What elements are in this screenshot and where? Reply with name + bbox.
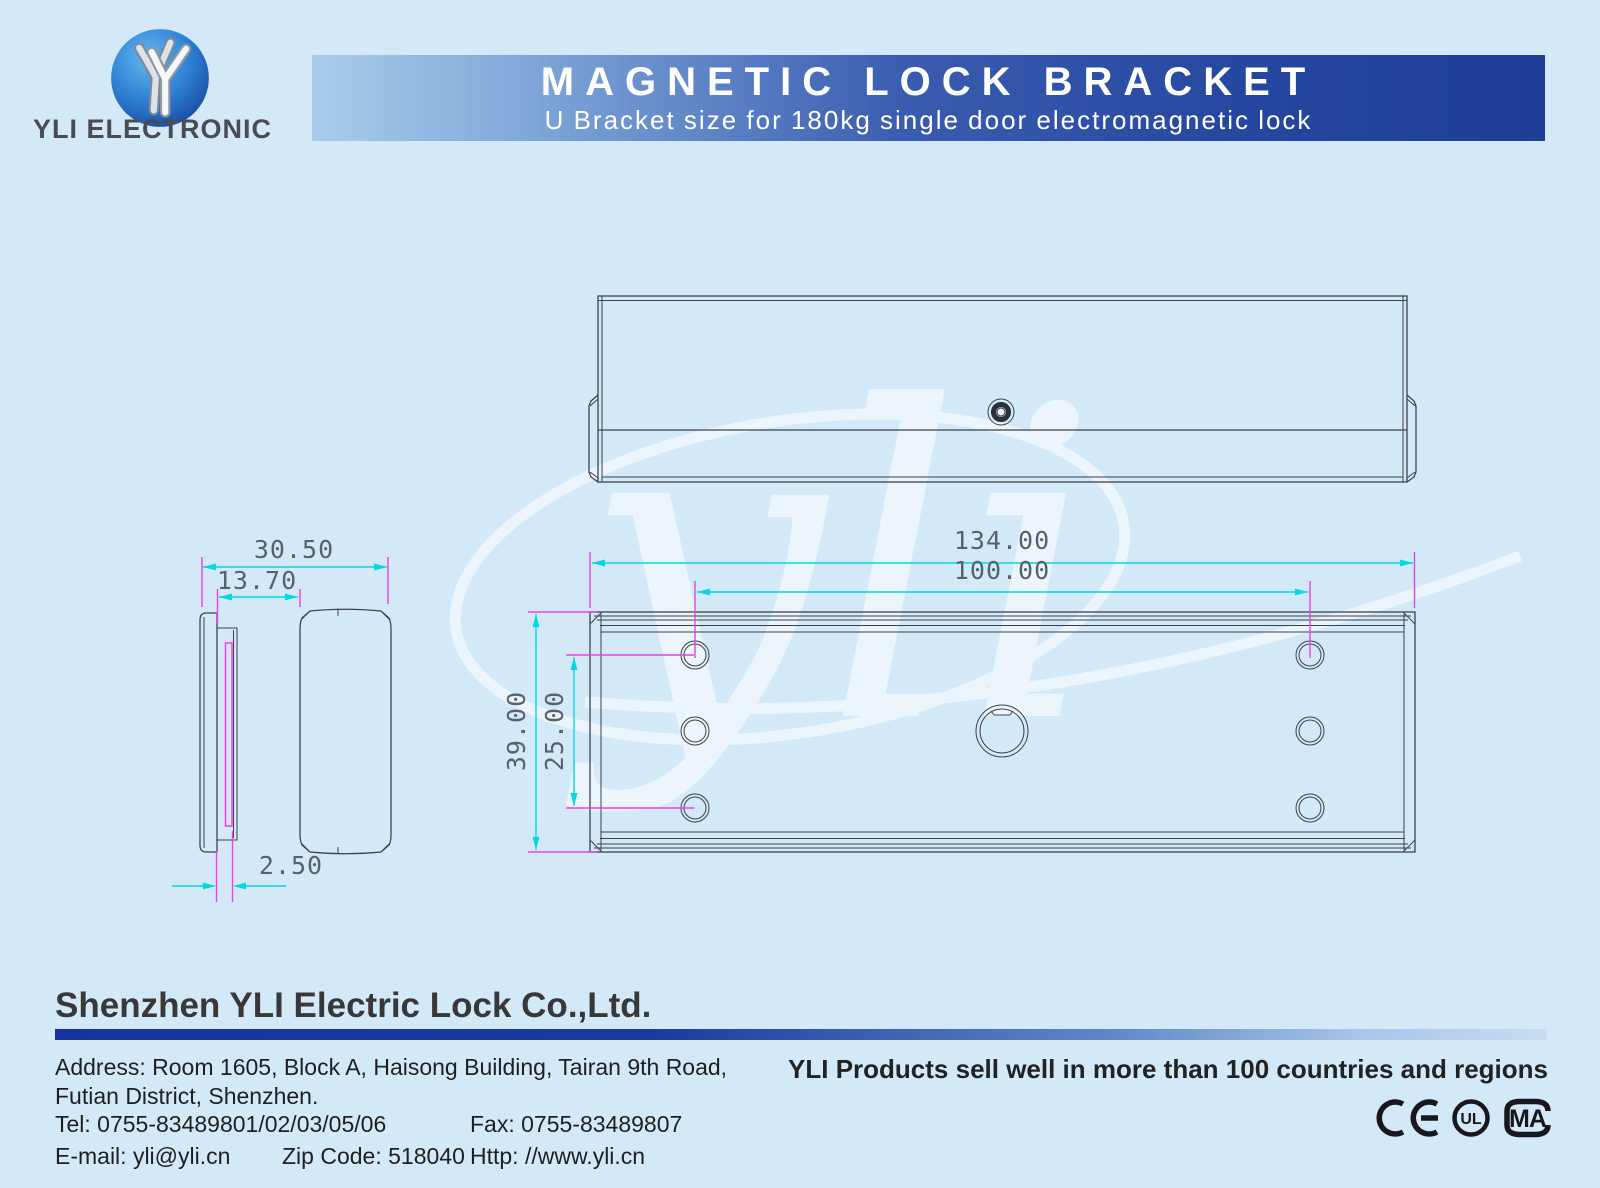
svg-text:134.00: 134.00	[954, 526, 1050, 555]
dimension-side-total-width: 30.50	[201, 535, 389, 607]
ce-mark-icon	[1376, 1099, 1439, 1137]
top-view-screw-hole	[987, 398, 1015, 426]
ul-mark-icon: UL	[1452, 1099, 1490, 1137]
dimension-side-gap-width: 13.70	[216, 566, 301, 624]
top-view	[588, 295, 1417, 483]
svg-text:39.00: 39.00	[502, 691, 531, 771]
email-label: E-mail: yli@yli.cn	[55, 1143, 231, 1169]
marketing-tagline: YLI Products sell well in more than 100 …	[788, 1054, 1548, 1084]
svg-text:30.50: 30.50	[254, 535, 334, 564]
website-label: Http: //www.yli.cn	[470, 1143, 646, 1169]
center-hole-notch	[990, 710, 1014, 716]
svg-text:MA: MA	[1509, 1105, 1547, 1133]
svg-text:UL: UL	[1460, 1111, 1482, 1128]
zip-label: Zip Code: 518040	[282, 1143, 465, 1169]
fax-label: Fax: 0755-83489807	[470, 1111, 683, 1137]
tel-label: Tel: 0755-83489801/02/03/05/06	[55, 1111, 387, 1137]
dimension-front-total-height: 39.00	[502, 611, 597, 853]
title-banner: MAGNETIC LOCK BRACKET U Bracket size for…	[312, 55, 1545, 141]
address-line-1: Address: Room 1605, Block A, Haisong Bui…	[55, 1054, 728, 1080]
ma-mark-icon: MA	[1504, 1098, 1551, 1138]
svg-text:2.50: 2.50	[259, 851, 323, 880]
watermark-script: yli	[562, 318, 1100, 818]
svg-text:25.00: 25.00	[540, 691, 569, 771]
address-line-2: Futian District, Shenzhen.	[55, 1083, 319, 1109]
page-title: MAGNETIC LOCK BRACKET	[540, 59, 1317, 104]
side-view-plate-highlight	[224, 642, 233, 827]
certification-marks: UL MA	[1376, 1098, 1551, 1138]
divider-rule	[55, 1029, 1547, 1040]
logo-wordmark: YLI ELECTRONIC	[33, 114, 273, 144]
company-name: Shenzhen YLI Electric Lock Co.,Ltd.	[55, 986, 652, 1025]
side-view	[199, 608, 392, 855]
yli-logo-icon	[111, 29, 209, 127]
svg-text:100.00: 100.00	[954, 556, 1050, 585]
svg-text:13.70: 13.70	[217, 566, 297, 595]
dimension-front-hole-row-span: 25.00	[540, 654, 694, 809]
dimension-front-total-width: 134.00	[589, 526, 1416, 608]
yli-watermark: yli	[449, 318, 1522, 818]
dimension-front-hole-span: 100.00	[694, 556, 1311, 658]
dimension-side-plate-thickness: 2.50	[172, 831, 323, 902]
page-subtitle: U Bracket size for 180kg single door ele…	[544, 104, 1313, 135]
